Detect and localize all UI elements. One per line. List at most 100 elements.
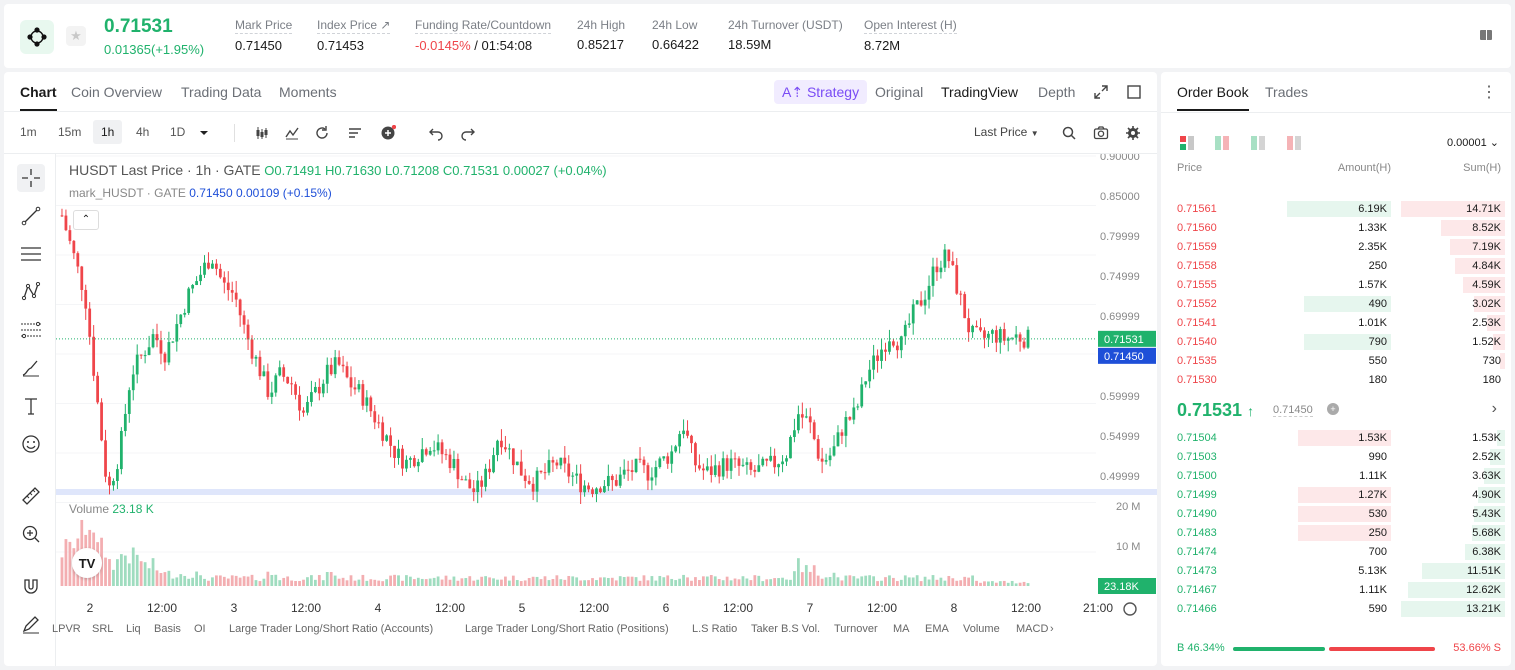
expand-icon[interactable] [1093,84,1109,100]
bid-row[interactable]: 0.71490 530 5.43K [1161,505,1511,524]
text-icon[interactable] [17,392,45,420]
horizontal-lines-icon[interactable] [17,240,45,268]
tab-moments[interactable]: Moments [279,84,337,100]
chevron-right-icon[interactable]: › [1491,400,1497,417]
info-icon[interactable]: + [1327,403,1339,415]
indicator-macd[interactable]: MACD [1016,623,1049,635]
ruler-icon[interactable] [17,482,45,510]
candlestick-chart[interactable]: 0.900000.850000.799990.749990.699990.649… [56,151,1157,666]
indicator-liq[interactable]: Liq [126,623,141,635]
book-icon[interactable] [1479,28,1493,42]
window-icon[interactable] [1126,84,1142,100]
redo-icon[interactable] [460,125,476,141]
brush-icon[interactable] [17,354,45,382]
bid-row[interactable]: 0.71483 250 5.68K [1161,524,1511,543]
ask-row[interactable]: 0.71560 1.33K 8.52K [1161,219,1511,238]
ask-row[interactable]: 0.71559 2.35K 7.19K [1161,238,1511,257]
ask-row[interactable]: 0.71530 180 180 [1161,371,1511,390]
tab-trading-data[interactable]: Trading Data [181,84,262,100]
timeframe-1d[interactable]: 1D [170,125,186,139]
indicator-basis[interactable]: Basis [154,623,181,635]
ask-row[interactable]: 0.71541 1.01K 2.53K [1161,314,1511,333]
tab-chart[interactable]: Chart [20,84,57,111]
chevron-right-icon[interactable]: › [1050,623,1054,635]
timeframe-1m[interactable]: 1m [20,125,37,139]
undo-icon[interactable] [428,125,444,141]
candles-icon[interactable] [254,125,270,141]
axis-settings-icon[interactable] [1123,602,1137,616]
bid-row[interactable]: 0.71503 990 2.52K [1161,448,1511,467]
view-tradingview[interactable]: TradingView [941,84,1019,100]
indicator-taker-b-s-vol[interactable]: Taker B.S Vol. [751,623,821,635]
bid-row[interactable]: 0.71504 1.53K 1.53K [1161,429,1511,448]
tab-trades[interactable]: Trades [1265,84,1309,100]
view-asks-icon[interactable] [1286,135,1302,156]
ask-row[interactable]: 0.71558 250 4.84K [1161,257,1511,276]
bid-row[interactable]: 0.71467 1.11K 12.62K [1161,581,1511,600]
pattern-icon[interactable] [17,278,45,306]
replay-icon[interactable] [314,125,330,141]
favorite-star-icon[interactable]: ★ [66,26,86,46]
chevron-down-icon[interactable] [196,125,212,141]
strategy-button[interactable]: A⇡ Strategy [774,80,868,104]
trend-line-icon[interactable] [17,202,45,230]
settings-gear-icon[interactable] [1125,125,1141,141]
indicator-l-s-ratio[interactable]: L.S Ratio [692,623,738,635]
stat-label[interactable]: Open Interest (H) [864,18,957,34]
search-icon[interactable] [1061,125,1077,141]
indicator-ma[interactable]: MA [893,623,910,635]
emoji-icon[interactable] [17,430,45,458]
view-both-icon[interactable] [1179,135,1195,156]
timeframe-1h[interactable]: 1h [93,120,123,144]
ask-row[interactable]: 0.71561 6.19K 14.71K [1161,200,1511,219]
indicator-volume[interactable]: Volume [963,623,1000,635]
indicator-oi[interactable]: OI [194,623,206,635]
volume-bar [753,575,757,586]
stat-label[interactable]: Mark Price [235,18,293,34]
candle-body [939,267,943,273]
tab-coin-overview[interactable]: Coin Overview [71,84,163,100]
bid-row[interactable]: 0.71466 590 13.21K [1161,600,1511,619]
bid-row[interactable]: 0.71473 5.13K 11.51K [1161,562,1511,581]
mid-price-row[interactable]: 0.71531 ↑ 0.71450 + › [1177,398,1497,422]
bid-row[interactable]: 0.71500 1.11K 3.63K [1161,467,1511,486]
ask-row[interactable]: 0.71535 550 730 [1161,352,1511,371]
timeframe-15m[interactable]: 15m [58,125,82,139]
view-depth[interactable]: Depth [1038,84,1076,100]
lock-pen-icon[interactable] [17,610,45,638]
bid-row[interactable]: 0.71499 1.27K 4.90K [1161,486,1511,505]
indicator-ema[interactable]: EMA [925,623,949,635]
tradingview-logo[interactable]: TV [72,548,102,578]
precision-select[interactable]: 0.00001 ⌄ [1447,136,1499,149]
candle-body [72,240,76,254]
view-bids-icon[interactable] [1250,135,1266,156]
zoom-in-icon[interactable] [17,520,45,548]
more-options-icon[interactable]: ⋮ [1481,84,1497,101]
camera-icon[interactable] [1093,125,1109,141]
indicator-lpvr[interactable]: LPVR [52,623,81,635]
magnet-icon[interactable] [17,572,45,600]
chart-plot-area[interactable]: 0.900000.850000.799990.749990.699990.649… [56,151,1157,666]
timeframe-4h[interactable]: 4h [136,125,150,139]
add-alert-icon[interactable] [380,125,396,141]
collapse-legend-button[interactable]: ⌃ [73,210,99,230]
crosshair-icon[interactable] [17,164,45,192]
indicators-icon[interactable] [284,125,300,141]
fib-icon[interactable] [17,316,45,344]
indicator-large-trader-long-short-ratio-positions[interactable]: Large Trader Long/Short Ratio (Positions… [465,623,669,635]
ask-row[interactable]: 0.71540 790 1.52K [1161,333,1511,352]
view-original[interactable]: Original [875,84,924,100]
tab-order-book[interactable]: Order Book [1177,84,1249,111]
templates-icon[interactable] [347,125,363,141]
indicator-srl[interactable]: SRL [92,623,114,635]
stat-label[interactable]: Funding Rate/Countdown [415,18,552,34]
stat-label[interactable]: Index Price ↗ [317,18,391,34]
indicator-turnover[interactable]: Turnover [834,623,878,635]
ask-row[interactable]: 0.71555 1.57K 4.59K [1161,276,1511,295]
indicator-large-trader-long-short-ratio-accounts[interactable]: Large Trader Long/Short Ratio (Accounts) [229,623,434,635]
view-split-icon[interactable] [1214,135,1230,156]
ask-row[interactable]: 0.71552 490 3.02K [1161,295,1511,314]
bid-row[interactable]: 0.71474 700 6.38K [1161,543,1511,562]
volume-bar [563,579,567,586]
last-price-select[interactable]: Last Price ▼ [974,125,1039,139]
